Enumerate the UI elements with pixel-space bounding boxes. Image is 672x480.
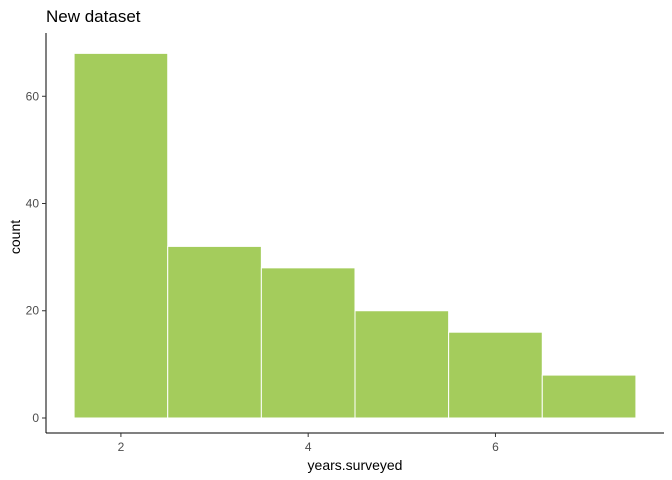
histogram-bar-6: [541, 374, 637, 419]
x-ticks-group: 2 4 6: [118, 433, 499, 454]
bars-group: [73, 52, 637, 419]
histogram-bar-2: [167, 245, 262, 419]
histogram-bar-5: [448, 331, 543, 419]
y-ticks-group: 0 20 40 60: [26, 89, 46, 425]
x-tick-label-4: 4: [305, 440, 312, 454]
x-tick-label-2: 2: [118, 440, 125, 454]
histogram-bar-4: [354, 310, 450, 419]
y-tick-label-40: 40: [26, 197, 40, 211]
y-tick-label-20: 20: [26, 304, 40, 318]
y-axis-title: count: [7, 220, 23, 254]
x-tick-label-6: 6: [492, 440, 499, 454]
chart-title: New dataset: [46, 7, 141, 26]
histogram-bar-3: [260, 267, 356, 419]
x-axis-title: years.surveyed: [308, 457, 403, 473]
y-tick-label-0: 0: [32, 411, 39, 425]
histogram-bar-1: [73, 52, 169, 419]
y-tick-label-60: 60: [26, 89, 40, 103]
